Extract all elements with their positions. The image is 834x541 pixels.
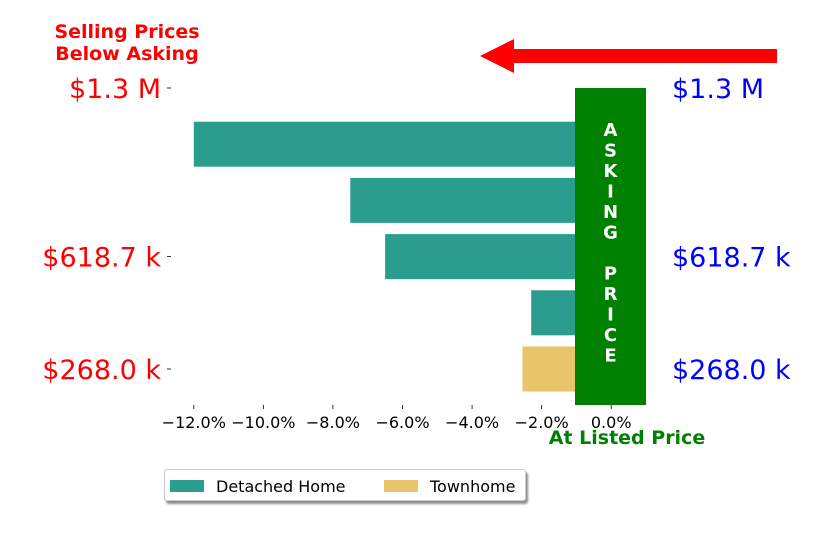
x-tick-label: 0.0%	[591, 413, 632, 432]
asking-price-letter: R	[604, 284, 618, 305]
asking-price-letter: P	[604, 264, 617, 285]
bar-0	[193, 121, 612, 167]
asking-price-letter: G	[603, 223, 618, 244]
asking-price-letter: C	[604, 325, 617, 346]
legend-item-detached: Detached Home	[170, 476, 346, 496]
legend-label-townhome: Townhome	[430, 476, 516, 496]
legend: Detached Home Townhome	[164, 469, 526, 501]
asking-price-letter: I	[607, 305, 614, 326]
bar-1	[350, 177, 612, 223]
asking-price-letter: I	[607, 182, 614, 203]
y-tick-label-left: $1.3 M	[69, 74, 161, 105]
legend-swatch-detached	[170, 480, 204, 492]
x-tick-label: −8.0%	[306, 413, 360, 432]
asking-price-letter: N	[603, 202, 618, 223]
y-tick-label-left: $618.7 k	[42, 243, 161, 274]
y-tick-label-right: $268.0 k	[672, 355, 791, 386]
legend-swatch-townhome	[384, 480, 418, 492]
asking-price-band	[575, 88, 646, 405]
asking-price-letter: A	[604, 120, 618, 141]
title-line: Selling Prices	[54, 21, 199, 43]
y-tick-label-right: $618.7 k	[672, 243, 791, 274]
y-tick-label-right: $1.3 M	[672, 74, 764, 105]
y-axis: $1.3 M $618.7 k $268.0 k $1.3 M $618.7 k $268…	[42, 74, 791, 386]
arrow-head-icon	[480, 39, 514, 73]
x-tick-label: −12.0%	[162, 413, 226, 432]
x-tick-label: −4.0%	[445, 413, 499, 432]
bars-layer	[193, 121, 612, 392]
asking-price-letter: E	[604, 346, 616, 367]
x-tick-label: −6.0%	[375, 413, 429, 432]
asking-price-letter: K	[604, 161, 619, 182]
y-tick-label-left: $268.0 k	[42, 355, 161, 386]
bar-2	[385, 234, 612, 280]
asking-price-letter: S	[604, 141, 617, 162]
title-line: Below Asking	[55, 43, 198, 65]
x-axis-label: At Listed Price	[549, 427, 705, 449]
x-axis: −12.0% −10.0% −8.0% −6.0% −4.0% −2.0% 0.0%At L…	[162, 405, 705, 449]
legend-label-detached: Detached Home	[216, 476, 346, 496]
arrow-shaft	[512, 49, 777, 63]
x-tick-label: −10.0%	[231, 413, 295, 432]
x-tick-label: −2.0%	[515, 413, 569, 432]
legend-item-townhome: Townhome	[384, 476, 516, 496]
